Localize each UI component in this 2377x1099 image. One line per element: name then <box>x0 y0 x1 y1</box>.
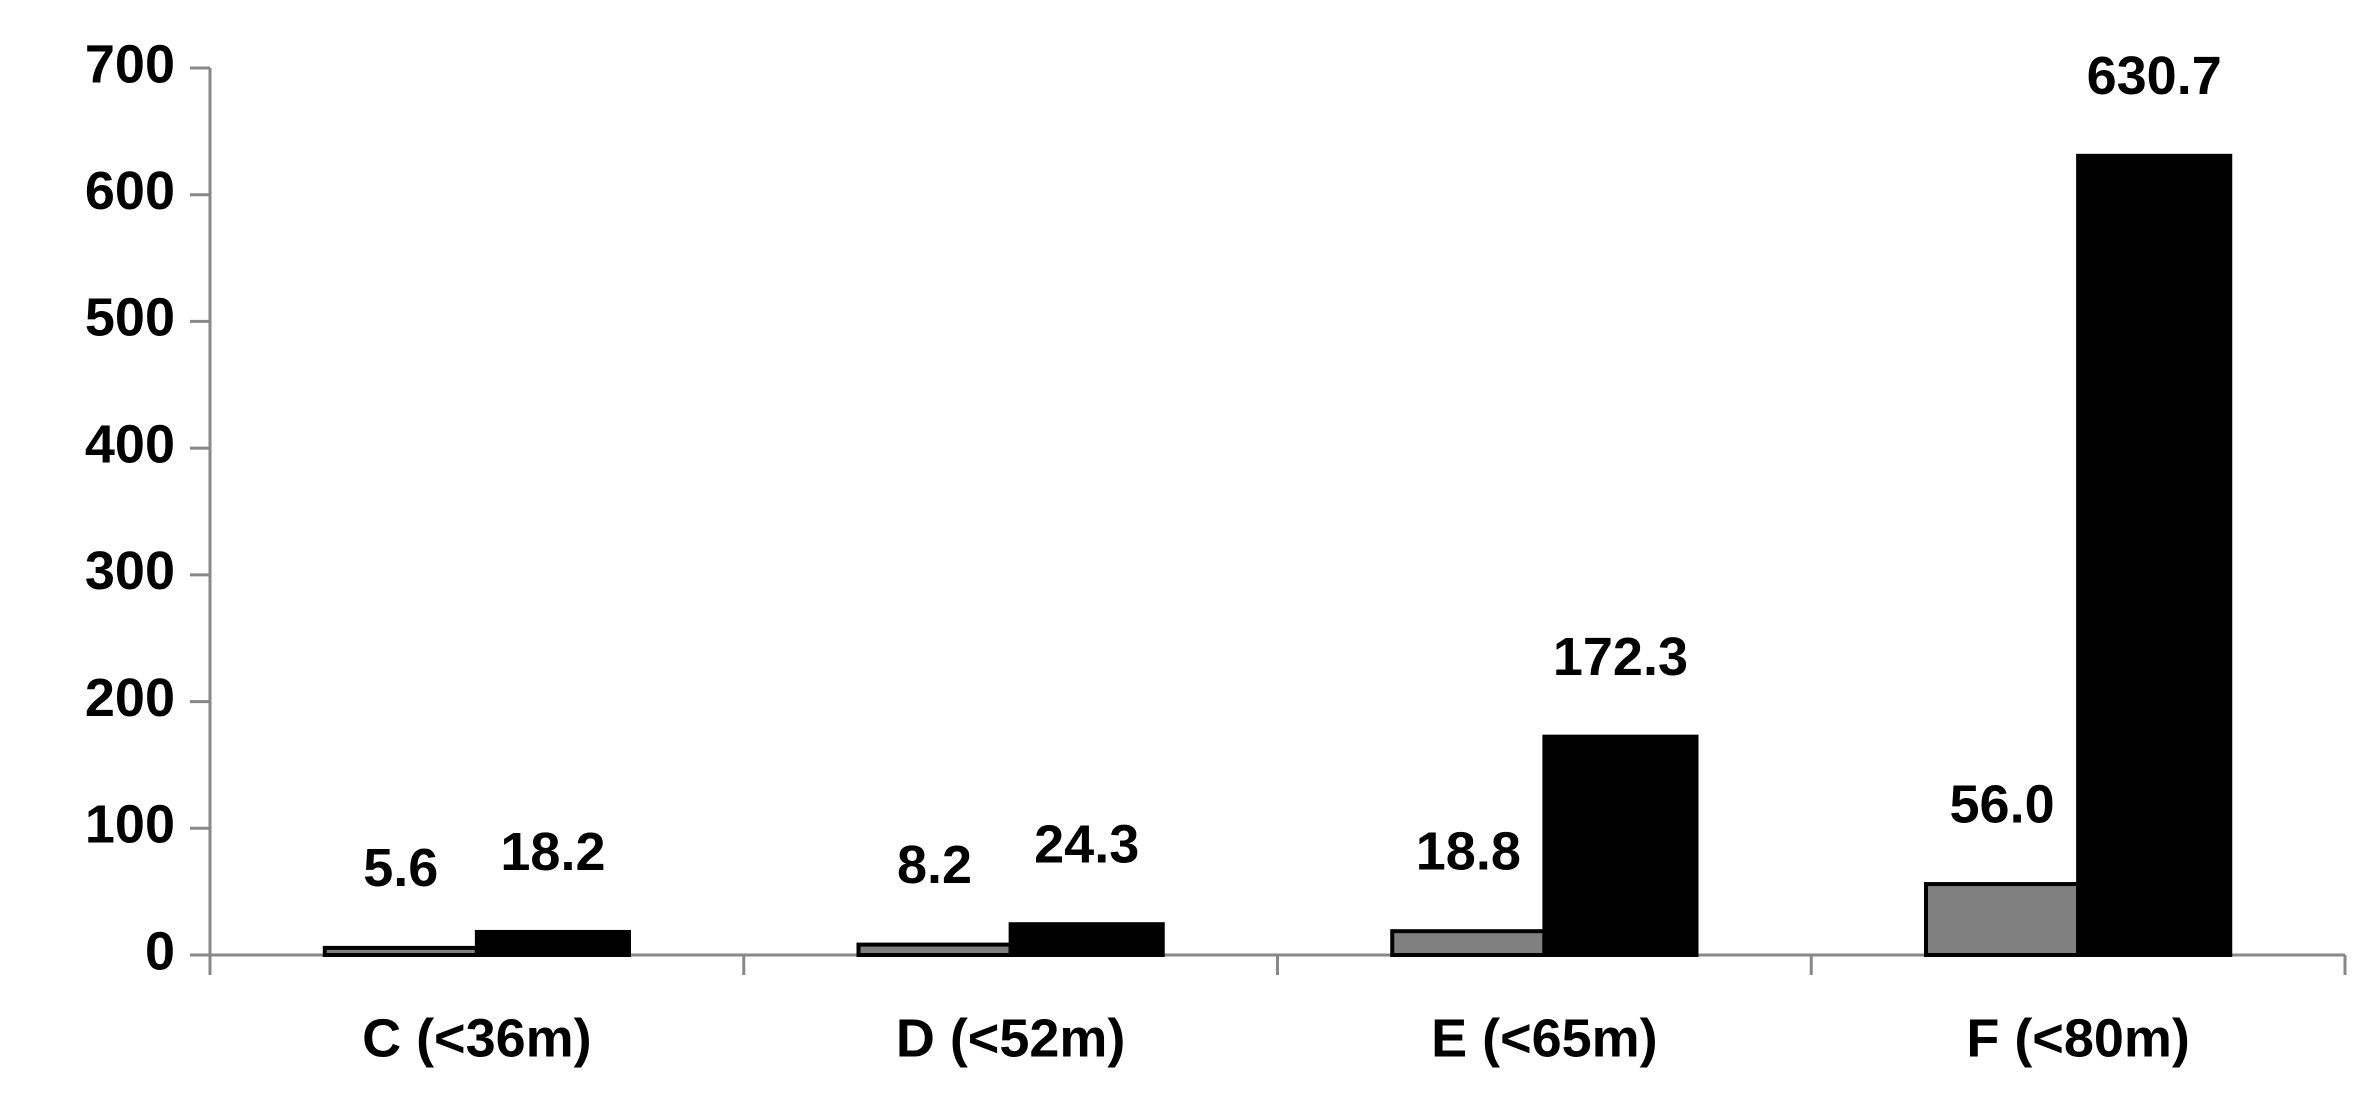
bar <box>856 942 1013 958</box>
bar <box>1008 922 1165 958</box>
x-tick-label: D (<52m) <box>896 1008 1126 1068</box>
y-tick-label: 500 <box>85 288 175 348</box>
x-tick-label: F (<80m) <box>1966 1008 2190 1068</box>
y-tick-label: 600 <box>85 161 175 221</box>
y-tick-label: 700 <box>85 34 175 94</box>
data-label: 5.6 <box>363 838 438 898</box>
data-label: 630.7 <box>2087 46 2222 106</box>
data-label: 24.3 <box>1034 814 1139 874</box>
data-label: 8.2 <box>897 835 972 895</box>
x-tick-label: C (<36m) <box>362 1008 592 1068</box>
y-tick-label: 0 <box>145 921 175 981</box>
bar <box>1924 882 2081 957</box>
y-tick-label: 100 <box>85 795 175 855</box>
data-label: 172.3 <box>1553 627 1688 687</box>
bar <box>1390 929 1547 958</box>
y-tick-label: 400 <box>85 414 175 474</box>
x-tick-label: E (<65m) <box>1431 1008 1658 1068</box>
bar <box>2076 153 2233 958</box>
bar <box>1542 734 1699 957</box>
y-tick-label: 200 <box>85 668 175 728</box>
data-label: 18.2 <box>500 822 605 882</box>
bar <box>474 929 631 957</box>
data-label: 56.0 <box>1950 774 2055 834</box>
y-tick-label: 300 <box>85 541 175 601</box>
bar <box>322 945 479 957</box>
data-label: 18.8 <box>1416 821 1521 881</box>
